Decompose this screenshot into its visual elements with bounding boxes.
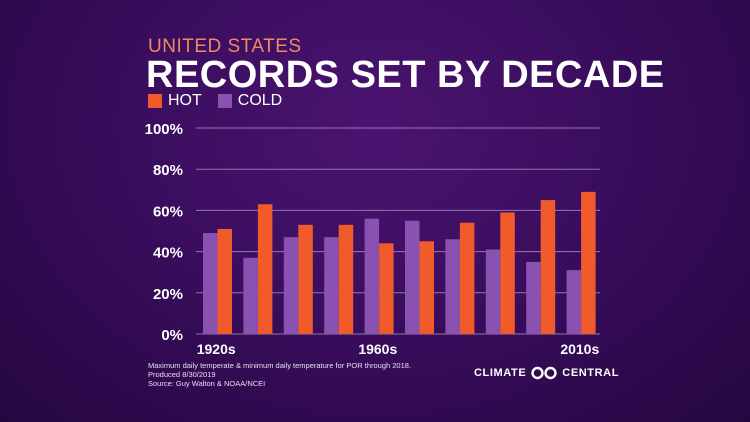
footnote-line-1: Maximum daily temperate & minimum daily … <box>148 361 412 370</box>
bar-cold <box>203 233 218 334</box>
bar-hot <box>298 224 313 334</box>
legend-swatch-cold <box>217 94 232 108</box>
bar-hot <box>338 224 354 334</box>
logo-text-right: CENTRAL <box>562 367 620 379</box>
logo-text-left: CLIMATE <box>474 367 527 379</box>
y-tick-label: 60% <box>153 203 183 220</box>
footnote-line-3: Source: Guy Walton & NOAA/NCEI <box>148 379 266 388</box>
x-tick-label: 2010s <box>560 341 599 357</box>
bar-cold <box>405 220 420 334</box>
bar-cold <box>364 218 380 334</box>
bar-cold <box>485 249 501 334</box>
bar-cold <box>324 237 339 334</box>
chart-subtitle: UNITED STATES <box>148 36 302 57</box>
footnote-line-2: Produced 8/30/2019 <box>148 370 216 379</box>
bar-hot <box>540 200 556 334</box>
footnote: Maximum daily temperate & minimum daily … <box>148 361 411 388</box>
climate-central-logo: CLIMATE CENTRAL <box>474 366 619 380</box>
y-tick-label: 100% <box>145 121 183 138</box>
y-tick-label: 80% <box>153 162 183 179</box>
legend: HOT COLD <box>148 92 292 110</box>
bar-cold <box>445 239 460 334</box>
y-tick-label: 20% <box>153 286 183 303</box>
bar-hot <box>581 191 596 334</box>
bar-hot <box>257 204 273 334</box>
chart-title: RECORDS SET BY DECADE <box>146 54 665 96</box>
bar-hot <box>459 222 475 334</box>
bar-cold <box>526 261 541 334</box>
bar-cold <box>566 270 582 334</box>
legend-swatch-hot <box>148 94 162 108</box>
y-tick-label: 0% <box>161 327 183 344</box>
bar-cold <box>283 237 299 334</box>
bar-hot <box>217 228 232 334</box>
legend-label-hot: HOT <box>168 92 202 109</box>
bar-hot <box>419 241 434 334</box>
y-tick-label: 40% <box>153 245 183 262</box>
legend-label-cold: COLD <box>237 92 283 109</box>
bar-hot <box>379 243 394 334</box>
bar-cold <box>243 257 258 334</box>
bar-hot <box>500 212 515 334</box>
legend-item-hot: HOT <box>148 92 202 110</box>
x-tick-label: 1960s <box>358 341 397 357</box>
infinity-icon <box>531 366 557 380</box>
legend-item-cold: COLD <box>217 92 283 110</box>
x-tick-label: 1920s <box>197 341 236 357</box>
